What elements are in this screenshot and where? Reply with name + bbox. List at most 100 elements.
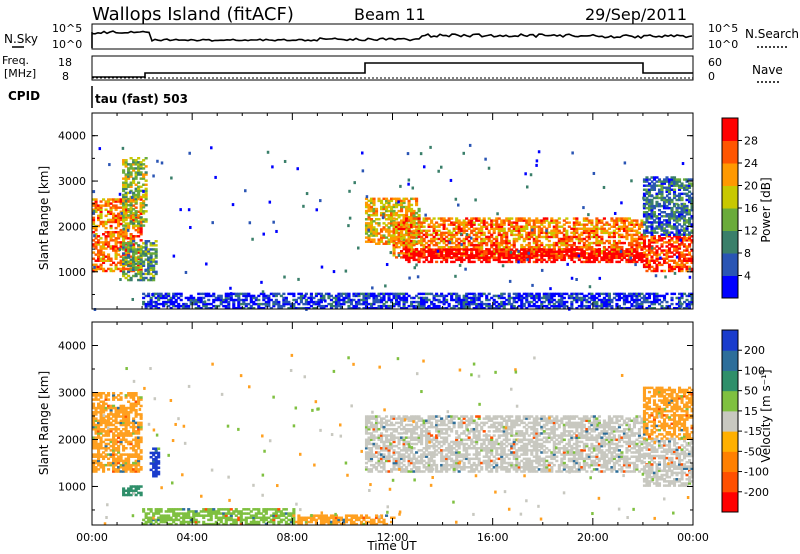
echo-cell (99, 430, 103, 433)
echo-cell (687, 190, 692, 194)
echo-cell (590, 260, 594, 264)
echo-cell (104, 269, 108, 273)
echo-cell (642, 231, 647, 234)
echo-cell (369, 224, 374, 227)
echo-cell (455, 231, 459, 235)
echo-cell (425, 241, 429, 245)
echo-cell (319, 296, 323, 300)
echo-cell (392, 205, 396, 209)
echo-cell (520, 300, 524, 304)
echo-cell (665, 180, 669, 183)
echo-cell (680, 206, 684, 210)
echo-cell (132, 161, 136, 164)
echo-cell (605, 298, 609, 302)
echo-cell (565, 233, 569, 237)
echo-cell (670, 292, 674, 296)
echo-cell (682, 306, 687, 310)
echo-cell (470, 250, 474, 253)
echo-cell (97, 453, 101, 456)
echo-cell (650, 215, 654, 218)
echo-cell (547, 252, 551, 255)
echo-cell (129, 199, 133, 203)
echo-cell (607, 254, 611, 257)
echo-cell (129, 264, 133, 267)
echo-cell (657, 219, 662, 222)
echo-cell (364, 304, 369, 308)
echo-cell (410, 239, 414, 243)
echo-cell (417, 221, 421, 224)
echo-cell (397, 203, 401, 207)
echo-cell (672, 211, 677, 214)
echo-cell (452, 245, 456, 249)
echo-cell (637, 227, 642, 231)
echo-cell (655, 202, 659, 206)
echo-cell (129, 278, 133, 282)
echo-cell (622, 300, 626, 304)
echo-cell (157, 298, 161, 302)
echo-cell (117, 220, 121, 224)
echo-cell (477, 252, 481, 255)
echo-cell (650, 257, 654, 260)
echo-cell (645, 190, 649, 194)
echo-cell (685, 298, 689, 302)
echo-cell (497, 229, 501, 233)
echo-cell (642, 211, 647, 214)
echo-cell (127, 254, 131, 257)
echo-cell (400, 229, 404, 233)
echo-cell (379, 211, 384, 215)
echo-cell (137, 270, 141, 274)
echo-cell (512, 250, 516, 253)
echo-cell (490, 241, 494, 245)
echo-cell (109, 237, 113, 240)
echo-cell (102, 245, 106, 248)
echo-cell (420, 300, 424, 304)
echo-cell (575, 254, 579, 257)
echo-cell (540, 248, 544, 251)
echo-cell (164, 294, 168, 298)
echo-cell (169, 298, 173, 302)
echo-cell (92, 251, 96, 254)
echo-cell (102, 466, 106, 469)
echo-cell (297, 302, 301, 306)
echo-cell (119, 245, 123, 248)
echo-cell (137, 171, 141, 174)
echo-cell (467, 256, 471, 260)
echo-cell (445, 250, 449, 253)
echo-cell (117, 235, 121, 238)
echo-cell (109, 239, 113, 242)
echo-speck (229, 286, 232, 290)
echo-cell (650, 198, 654, 202)
echo-cell (470, 256, 474, 260)
echo-cell (587, 258, 591, 262)
echo-cell (197, 296, 201, 300)
echo-cell (274, 300, 278, 304)
echo-cell (685, 253, 689, 256)
echo-cell (610, 250, 614, 253)
echo-cell (242, 306, 246, 310)
echo-cell (99, 245, 103, 248)
echo-cell (655, 192, 659, 196)
echo-cell (630, 221, 634, 224)
echo-cell (497, 243, 501, 247)
echo-cell (647, 206, 652, 210)
echo-cell (104, 455, 108, 458)
echo-cell (655, 176, 659, 179)
echo-cell (665, 253, 669, 256)
echo-cell (432, 296, 436, 300)
echo-cell (675, 229, 679, 232)
echo-cell (107, 241, 111, 244)
echo-cell (127, 197, 131, 201)
echo-cell (97, 421, 101, 425)
echo-cell (502, 247, 506, 251)
echo-cell (392, 203, 396, 207)
echo-cell (545, 252, 549, 255)
echo-cell (477, 227, 481, 231)
echo-cell (362, 306, 366, 310)
echo-cell (402, 238, 406, 241)
echo-cell (532, 298, 536, 302)
echo-cell (677, 215, 682, 218)
echo-cell (555, 254, 559, 257)
echo-cell (144, 220, 148, 223)
echo-cell (502, 296, 506, 300)
echo-speck (462, 151, 465, 155)
